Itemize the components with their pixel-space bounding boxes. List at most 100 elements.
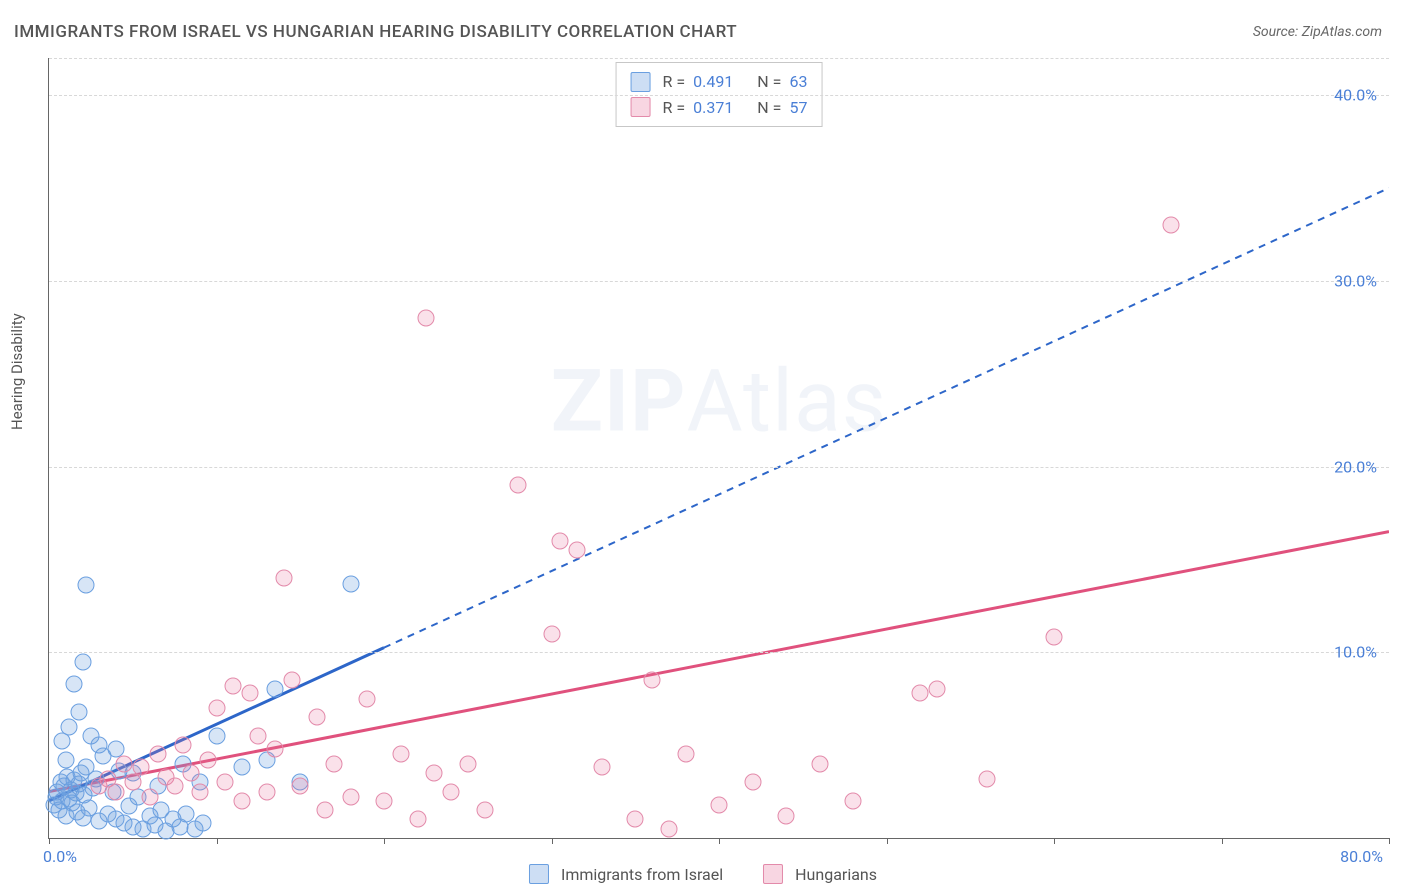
data-point — [74, 653, 91, 670]
data-point — [71, 703, 88, 720]
y-tick-label: 30.0% — [1334, 271, 1377, 290]
gridline-h — [49, 281, 1389, 282]
swatch-blue-icon — [631, 72, 651, 92]
swatch-pink-icon — [763, 864, 783, 884]
data-point — [283, 672, 300, 689]
y-axis-label: Hearing Disability — [8, 313, 26, 430]
legend-item-2: Hungarians — [763, 864, 877, 884]
data-point — [660, 820, 677, 837]
data-point — [292, 778, 309, 795]
data-point — [66, 675, 83, 692]
data-point — [778, 807, 795, 824]
x-tick — [384, 838, 385, 844]
source-label: Source: ZipAtlas.com — [1253, 24, 1382, 40]
data-point — [233, 759, 250, 776]
data-point — [191, 783, 208, 800]
data-point — [543, 625, 560, 642]
data-point — [208, 727, 225, 744]
x-tick — [1054, 838, 1055, 844]
x-tick — [887, 838, 888, 844]
data-point — [359, 690, 376, 707]
x-tick — [1222, 838, 1223, 844]
data-point — [979, 770, 996, 787]
y-tick-label: 20.0% — [1334, 457, 1377, 476]
bottom-legend: Immigrants from Israel Hungarians — [529, 864, 877, 884]
data-point — [443, 783, 460, 800]
data-point — [426, 765, 443, 782]
data-point — [108, 783, 125, 800]
data-point — [77, 577, 94, 594]
data-point — [376, 792, 393, 809]
y-tick-label: 10.0% — [1334, 643, 1377, 662]
data-point — [317, 802, 334, 819]
data-point — [392, 746, 409, 763]
gridline-h — [49, 58, 1389, 59]
data-point — [845, 792, 862, 809]
data-point — [183, 765, 200, 782]
data-point — [124, 774, 141, 791]
data-point — [242, 685, 259, 702]
data-point — [225, 677, 242, 694]
stats-row-2: R = 0.371 N = 57 — [631, 95, 808, 121]
x-tick — [1389, 838, 1390, 844]
data-point — [141, 789, 158, 806]
swatch-pink-icon — [631, 97, 651, 117]
legend-label-1: Immigrants from Israel — [561, 865, 723, 884]
swatch-blue-icon — [529, 864, 549, 884]
data-point — [149, 746, 166, 763]
data-point — [275, 570, 292, 587]
trend-lines — [49, 58, 1389, 838]
data-point — [510, 477, 527, 494]
data-point — [551, 532, 568, 549]
data-point — [233, 792, 250, 809]
data-point — [342, 575, 359, 592]
data-point — [711, 796, 728, 813]
watermark: ZIPAtlas — [551, 351, 887, 452]
data-point — [1046, 629, 1063, 646]
y-tick-label: 40.0% — [1334, 86, 1377, 105]
data-point — [325, 755, 342, 772]
data-point — [342, 789, 359, 806]
data-point — [54, 733, 71, 750]
data-point — [744, 774, 761, 791]
data-point — [250, 727, 267, 744]
data-point — [61, 718, 78, 735]
legend-label-2: Hungarians — [795, 865, 877, 884]
data-point — [309, 709, 326, 726]
gridline-h — [49, 652, 1389, 653]
x-tick-label: 0.0% — [43, 847, 77, 866]
data-point — [677, 746, 694, 763]
data-point — [133, 759, 150, 776]
data-point — [811, 755, 828, 772]
data-point — [476, 802, 493, 819]
stats-row-1: R = 0.491 N = 63 — [631, 69, 808, 95]
data-point — [593, 759, 610, 776]
data-point — [82, 727, 99, 744]
data-point — [409, 811, 426, 828]
x-tick — [217, 838, 218, 844]
data-point — [57, 752, 74, 769]
legend-item-1: Immigrants from Israel — [529, 864, 723, 884]
plot-area: ZIPAtlas R = 0.491 N = 63 R = 0.371 N = … — [48, 58, 1389, 839]
data-point — [216, 774, 233, 791]
data-point — [644, 672, 661, 689]
data-point — [1163, 217, 1180, 234]
data-point — [200, 752, 217, 769]
data-point — [912, 685, 929, 702]
data-point — [258, 783, 275, 800]
data-point — [208, 700, 225, 717]
gridline-h — [49, 467, 1389, 468]
x-tick — [49, 838, 50, 844]
data-point — [928, 681, 945, 698]
chart-container: IMMIGRANTS FROM ISRAEL VS HUNGARIAN HEAR… — [0, 0, 1406, 892]
x-tick — [552, 838, 553, 844]
data-point — [267, 681, 284, 698]
data-point — [116, 755, 133, 772]
data-point — [568, 542, 585, 559]
x-tick-label: 80.0% — [1340, 847, 1383, 866]
data-point — [417, 310, 434, 327]
data-point — [175, 737, 192, 754]
data-point — [627, 811, 644, 828]
data-point — [267, 740, 284, 757]
data-point — [166, 778, 183, 795]
